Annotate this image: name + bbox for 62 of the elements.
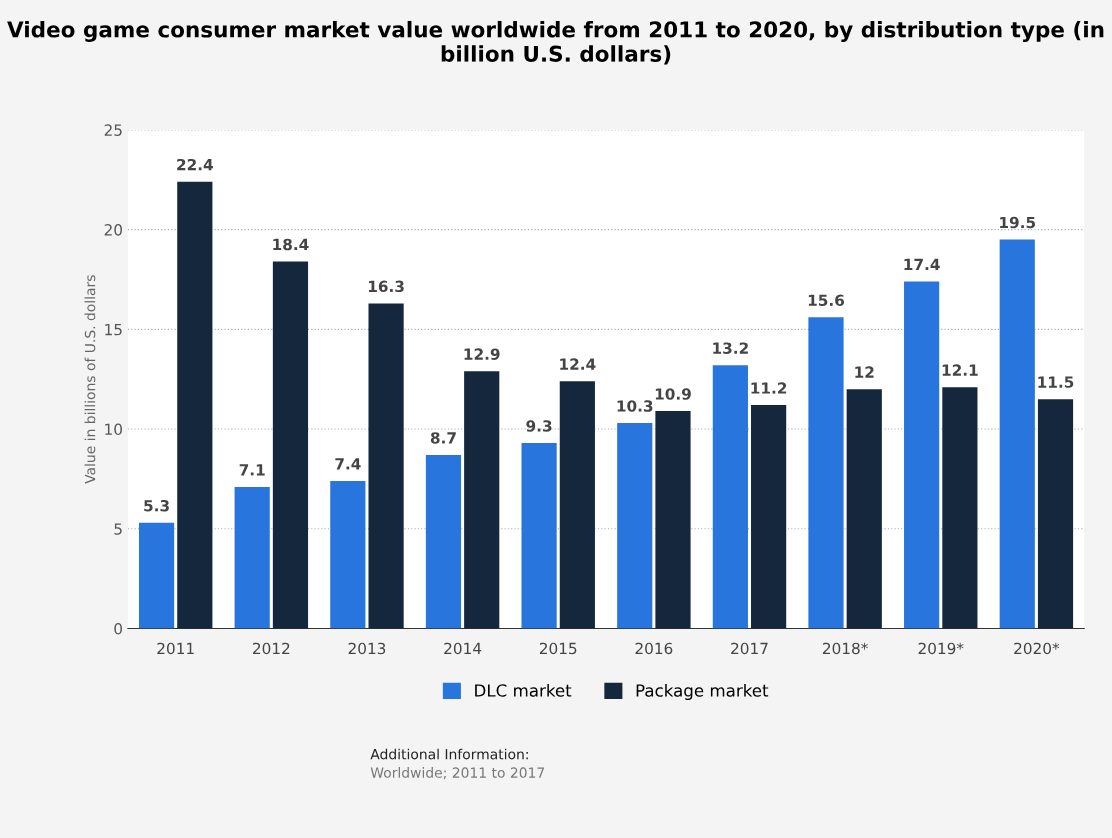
data-label: 11.5 — [1038, 376, 1074, 388]
data-label: 12 — [855, 366, 874, 378]
data-label: 13.2 — [713, 342, 748, 354]
data-label: 10.3 — [617, 400, 653, 412]
bar — [655, 411, 691, 629]
bar — [234, 486, 270, 629]
x-tick-label: 2014 — [444, 642, 482, 655]
x-tick-label: 2019* — [918, 642, 964, 655]
bar — [521, 443, 557, 629]
bar — [138, 522, 175, 629]
bar — [368, 303, 404, 629]
bar — [751, 405, 787, 629]
text: Additional Information: — [370, 748, 528, 760]
x-tick-label: 2017 — [731, 642, 768, 655]
data-label: 7.1 — [239, 464, 265, 476]
bar — [712, 365, 748, 629]
data-label: 22.4 — [177, 158, 213, 171]
y-tick-label: 25 — [104, 124, 122, 136]
data-label: 17.4 — [904, 258, 940, 270]
bar — [617, 423, 653, 629]
bar — [177, 181, 213, 629]
y-tick-label: 5 — [114, 523, 122, 535]
x-tick-label: 2020* — [1014, 642, 1060, 655]
data-label: 9.3 — [526, 420, 552, 432]
data-label: 11.2 — [751, 382, 787, 394]
bar — [330, 480, 366, 629]
bar — [559, 381, 595, 629]
bar — [464, 371, 500, 629]
y-tick-label: 20 — [104, 224, 122, 236]
data-label: 12.1 — [942, 364, 978, 376]
data-label: 10.9 — [655, 388, 691, 400]
x-tick-label: 2016 — [635, 642, 673, 655]
bar — [272, 261, 309, 629]
bar — [808, 317, 844, 629]
x-tick-label: 2018* — [822, 642, 868, 655]
x-tick-label: 2013 — [348, 642, 386, 655]
bar — [942, 387, 978, 629]
data-label: 12.4 — [560, 358, 596, 370]
y-tick-label: 10 — [105, 423, 122, 436]
bar — [999, 239, 1035, 629]
chart-title: Video game consumer market value worldwide from 2011 to 2020, by distribution type (in billion U.S. dollars) — [7, 20, 1104, 65]
x-tick-label: 2015 — [539, 642, 577, 655]
data-label: 5.3 — [144, 499, 169, 512]
legend-label: DLC market — [475, 683, 572, 697]
data-label: 7.4 — [335, 458, 361, 470]
data-label: 19.5 — [1000, 216, 1036, 229]
data-label: 12.9 — [464, 348, 500, 360]
data-label: 18.4 — [273, 238, 309, 251]
bar — [904, 281, 940, 629]
data-label: 16.3 — [368, 280, 404, 293]
text: Worldwide; 2011 to 2017 — [370, 767, 545, 780]
y-tick-label: 0 — [114, 622, 122, 635]
x-tick-label: 2011 — [157, 642, 194, 655]
data-label: 15.6 — [808, 294, 845, 307]
y-tick-label: 15 — [105, 324, 122, 336]
legend-label: Package market — [636, 683, 769, 701]
data-label: 8.7 — [430, 432, 456, 444]
y-axis-title: Value in billions of U.S. dollars — [84, 275, 96, 484]
bar — [846, 389, 882, 629]
x-tick-label: 2012 — [253, 642, 290, 655]
bar — [425, 454, 462, 629]
bar — [1037, 399, 1074, 629]
